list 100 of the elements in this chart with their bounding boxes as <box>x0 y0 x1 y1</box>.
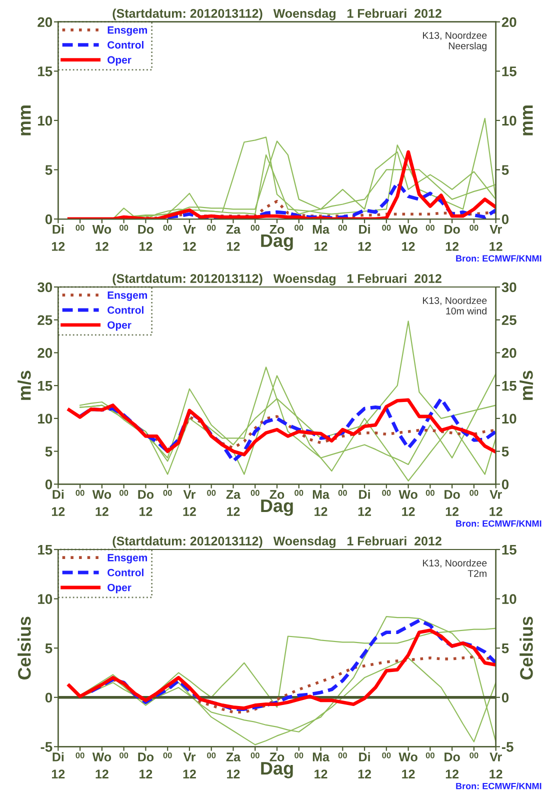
legend-label: Control <box>108 306 144 314</box>
y2-tick-label: 30 <box>502 282 516 292</box>
x-tick-label: Vr 12 <box>490 490 502 516</box>
annotation: K13, Noordzee Neerslag <box>423 32 487 52</box>
x-tick-label: 00 <box>426 490 434 496</box>
text: Bron: ECMWF/KNMI <box>456 520 542 527</box>
y2-tick-label: 25 <box>502 315 516 326</box>
legend-label: Oper <box>108 56 132 66</box>
x-tick-label: Zo <box>270 225 284 234</box>
y2-tick-label: -5 <box>502 742 514 752</box>
y2-tick-label: 5 <box>502 446 509 456</box>
y2-tick-label: 10 <box>502 414 516 424</box>
y-tick-label: 15 <box>38 544 52 555</box>
x-tick-label: 00 <box>76 752 84 758</box>
y2-tick-label: 15 <box>502 381 516 391</box>
text: Bron: ECMWF/KNMI <box>456 782 542 790</box>
x-tick-label: 00 <box>163 490 172 496</box>
x-tick-label: Do 12 <box>138 225 154 251</box>
x-tick-label: Za 12 <box>226 490 241 516</box>
legend-label: Control <box>108 568 144 576</box>
y-tick-label: 30 <box>37 282 52 292</box>
y-tick-label: 0 <box>45 214 52 224</box>
y2-tick-label: 10 <box>502 594 516 604</box>
x-tick-label: Wo 12 <box>398 752 418 778</box>
x-tick-label: Do 12 <box>444 752 460 778</box>
y-tick-label: 0 <box>45 692 52 703</box>
x-tick-label: 00 <box>120 752 128 758</box>
x-tick-label: Do 12 <box>138 490 154 516</box>
x-tick-label: 00 <box>294 224 304 231</box>
y2-axis-title: Celsius <box>520 616 533 680</box>
x-tick-label: Vr 12 <box>183 490 196 516</box>
x-tick-label: 00 <box>338 224 347 231</box>
legend-label: Oper <box>108 584 132 594</box>
x-tick-label: Vr 12 <box>183 752 196 778</box>
y-tick-label: 0 <box>45 479 52 490</box>
chart-title: (Startdatum: 2012013112) Woensdag 1 Februari 2012 <box>112 536 442 548</box>
chart-title: (Startdatum: 2012013112) Woensdag 1 Februari 2012 <box>112 274 442 286</box>
x-tick-label: Vr 12 <box>490 752 502 778</box>
y2-tick-label: 10 <box>502 116 516 126</box>
x-tick-label: 00 <box>250 490 260 496</box>
y-tick-label: 10 <box>38 116 52 126</box>
x-tick-label: Di 12 <box>52 490 65 516</box>
x-tick-label: Wo 12 <box>92 225 112 251</box>
y-tick-label: 5 <box>45 644 52 654</box>
y2-tick-label: 0 <box>502 692 509 703</box>
y-tick-label: 25 <box>38 315 52 326</box>
x-tick-label: Vr 12 <box>490 225 502 251</box>
y-tick-label: -5 <box>40 742 52 752</box>
x-tick-label: Do 12 <box>444 490 460 516</box>
x-tick-label: Ma 12 <box>312 490 330 516</box>
y-tick-label: 15 <box>38 66 52 76</box>
x-tick-label: 00 <box>426 752 434 758</box>
y2-tick-label: 5 <box>502 165 509 175</box>
y-tick-label: 20 <box>38 348 52 358</box>
x-tick-label: Ma 12 <box>312 752 330 778</box>
x-tick-label: 00 <box>207 224 216 231</box>
x-tick-label: 00 <box>426 224 434 231</box>
y-tick-label: 15 <box>38 381 52 391</box>
x-tick-label: Vr 12 <box>183 225 196 251</box>
x-tick-label: Di 12 <box>358 490 371 516</box>
x-tick-label: Zo <box>270 490 284 499</box>
x-tick-label: Wo 12 <box>398 490 418 516</box>
x-axis-title: Dag <box>261 234 293 251</box>
y-tick-label: 10 <box>38 594 52 604</box>
x-tick-label: Do 12 <box>444 225 460 251</box>
x-tick-label: 00 <box>207 752 216 758</box>
x-tick-label: 00 <box>76 490 84 496</box>
y2-axis-title: m/s <box>520 370 534 400</box>
x-tick-label: Wo 12 <box>92 490 112 516</box>
x-tick-label: 00 <box>207 490 216 496</box>
x-tick-label: 00 <box>470 224 478 231</box>
annotation: K13, Noordzee T2m <box>423 559 487 577</box>
x-tick-label: 00 <box>163 752 172 758</box>
y2-tick-label: 20 <box>502 348 516 358</box>
chart-title: (Startdatum: 2012013112) Woensdag 1 Februari 2012 <box>112 8 442 20</box>
x-tick-label: 00 <box>250 224 260 231</box>
x-tick-label: Di 12 <box>358 224 371 251</box>
y-tick-label: 5 <box>45 446 52 456</box>
x-tick-label: 00 <box>470 752 478 758</box>
x-tick-label: Ma 12 <box>312 225 330 251</box>
y2-tick-label: 0 <box>502 479 509 490</box>
y2-tick-label: 0 <box>502 214 509 224</box>
x-tick-label: 00 <box>250 752 260 758</box>
y-tick-label: 5 <box>45 165 52 175</box>
y-tick-label: 10 <box>38 414 52 424</box>
y2-axis-title: mm <box>522 106 533 136</box>
legend-label: Ensgem <box>108 554 148 564</box>
x-tick-label: 00 <box>338 490 347 496</box>
x-tick-label: 00 <box>382 490 391 496</box>
y2-tick-label: 15 <box>502 544 516 555</box>
text: Bron: ECMWF/KNMI <box>456 254 542 262</box>
x-axis-title: Dag <box>261 762 293 778</box>
x-tick-label: Do 12 <box>138 752 154 778</box>
x-tick-label: Za 12 <box>226 225 241 251</box>
x-tick-label: Wo 12 <box>92 752 112 778</box>
legend-label: Ensgem <box>108 26 148 36</box>
x-tick-label: Zo <box>270 752 284 762</box>
x-axis-title: Dag <box>261 500 293 516</box>
y-axis-title: m/s <box>18 370 32 400</box>
x-tick-label: 00 <box>76 224 84 231</box>
